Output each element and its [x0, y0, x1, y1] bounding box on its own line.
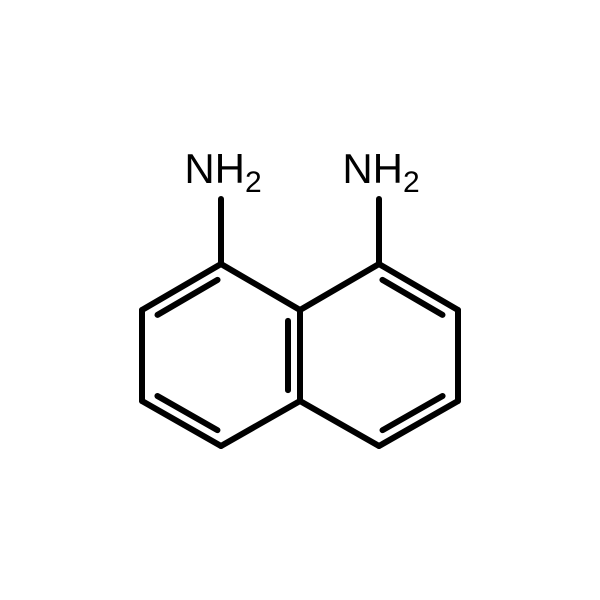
bond: [221, 401, 300, 446]
atom-label: NH2: [184, 145, 261, 199]
bond: [221, 264, 300, 310]
bond: [300, 264, 379, 310]
molecule-canvas: NH2 NH2: [0, 0, 600, 600]
bond: [300, 401, 379, 446]
atom-label: NH2: [342, 145, 419, 199]
